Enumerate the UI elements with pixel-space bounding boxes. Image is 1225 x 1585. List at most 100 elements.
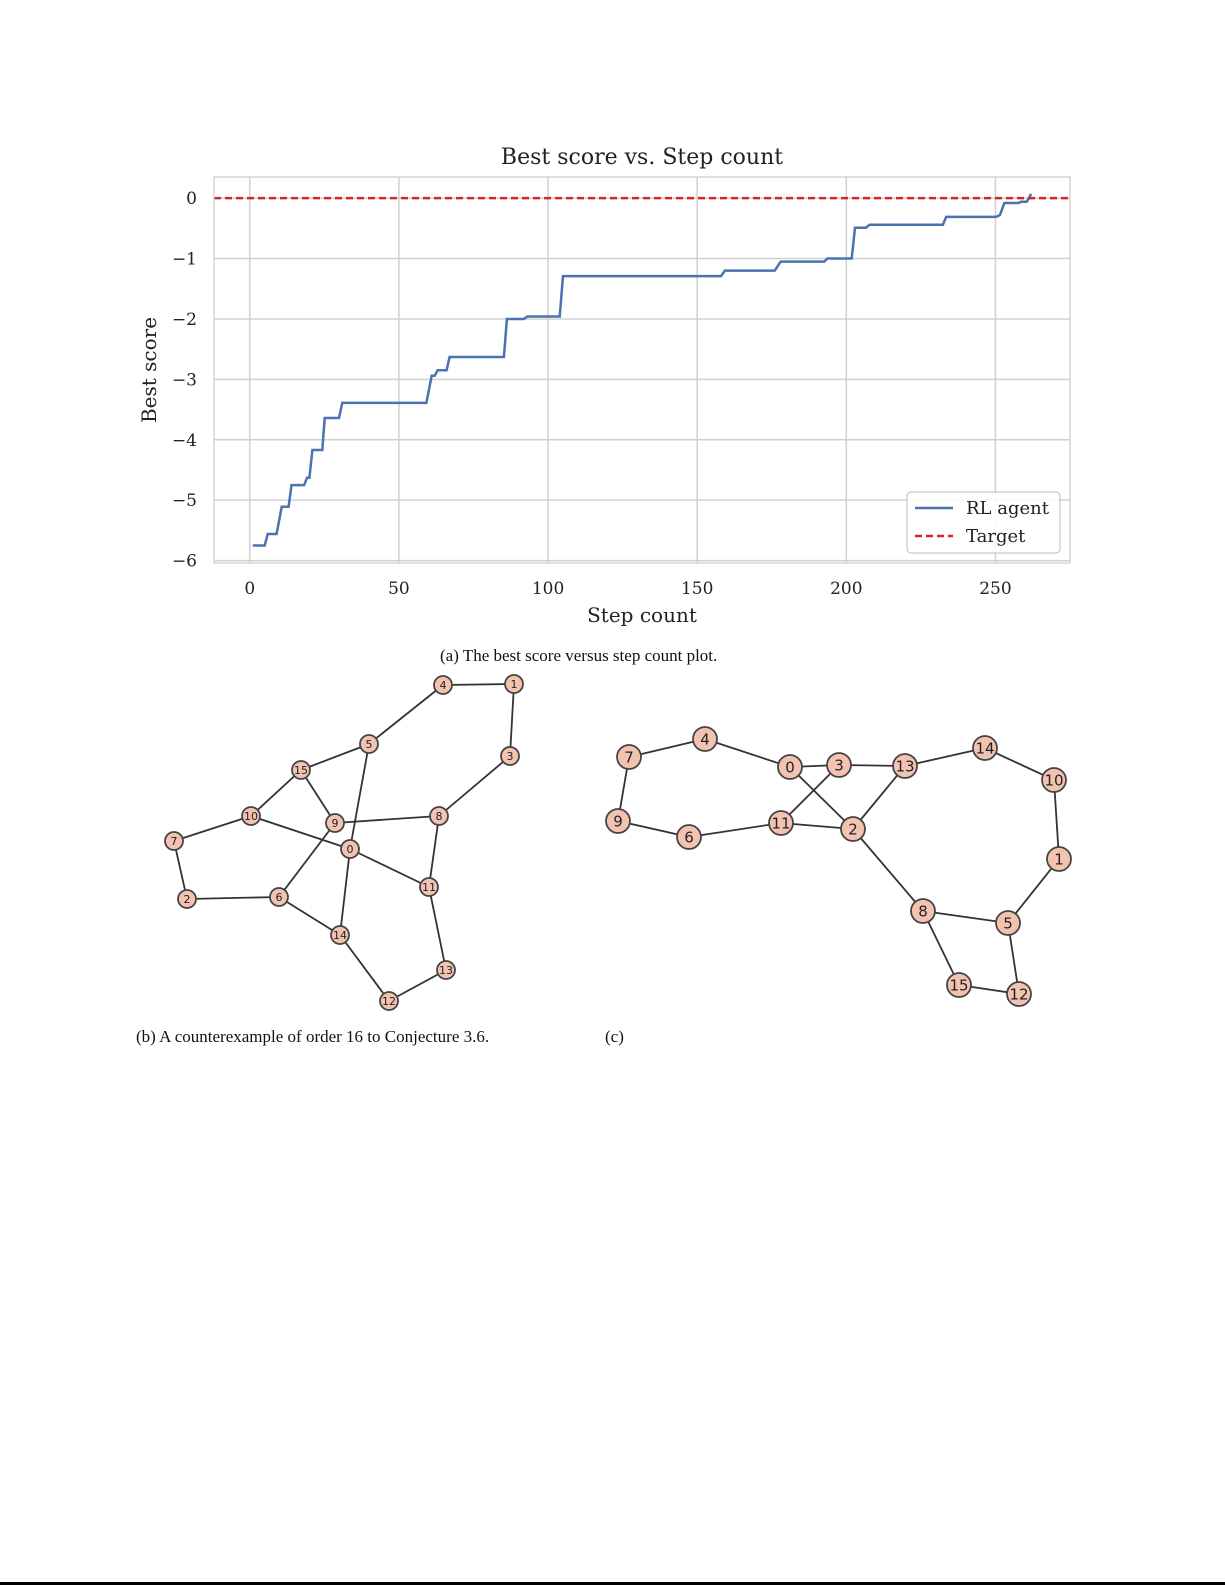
graph-node <box>359 734 379 754</box>
legend-label-rl-agent: RL agent <box>966 498 1050 519</box>
graph-node <box>269 887 289 907</box>
graph-node <box>1046 846 1072 872</box>
graph-edge <box>904 747 986 767</box>
graph-edge <box>339 934 390 1002</box>
y-axis-label: Best score <box>137 317 161 423</box>
y-tick-label: 0 <box>186 189 197 209</box>
graph-edge <box>300 769 336 824</box>
graph-node <box>972 735 998 761</box>
graph-node <box>291 760 311 780</box>
graph-node-label: 2 <box>848 820 858 838</box>
graph-node <box>340 839 360 859</box>
graph-node <box>419 877 439 897</box>
graph-edge <box>278 896 341 936</box>
graph-edge <box>852 765 906 830</box>
graph-node-label: 1 <box>1054 850 1064 868</box>
graph-node <box>1006 981 1032 1007</box>
page-bottom-rule <box>0 1582 1225 1585</box>
graph-node-label: 12 <box>1009 985 1028 1003</box>
graph-edge <box>780 764 840 824</box>
chart: Best score vs. Step count Step count Bes… <box>137 145 1071 627</box>
graph-node-label: 4 <box>440 679 447 692</box>
y-tick-label: −4 <box>172 431 197 451</box>
graph-node-label: 10 <box>1044 771 1063 789</box>
caption-b: (b) A counterexample of order 16 to Conj… <box>136 1027 490 1046</box>
graph-node-label: 13 <box>895 757 914 775</box>
graph-edge <box>368 684 444 745</box>
grid <box>214 177 1070 563</box>
graph-edge <box>922 910 960 986</box>
x-tick-label: 100 <box>532 579 564 599</box>
graph-node-label: 11 <box>771 814 790 832</box>
graph-node-label: 6 <box>276 891 283 904</box>
graph-node <box>500 746 520 766</box>
graph-edge <box>250 815 351 850</box>
graph-node-label: 15 <box>949 976 968 994</box>
graph-node <box>605 808 631 834</box>
graph-node-label: 3 <box>834 756 844 774</box>
graph-node <box>768 810 794 836</box>
x-tick-label: 250 <box>979 579 1011 599</box>
y-tick-label: −1 <box>172 250 197 270</box>
caption-a: (a) The best score versus step count plo… <box>440 646 718 665</box>
x-tick-label: 150 <box>681 579 713 599</box>
graph-node <box>777 754 803 780</box>
graph-node-label: 8 <box>918 902 928 920</box>
graph-edge <box>438 755 511 817</box>
graph-node-label: 7 <box>171 835 178 848</box>
graph-node <box>676 824 702 850</box>
graph-edge <box>334 815 440 824</box>
graph-edge <box>1053 779 1060 860</box>
graph-node <box>892 753 918 779</box>
graph-node-label: 12 <box>382 995 396 1008</box>
x-tick-label: 0 <box>244 579 255 599</box>
graph-node <box>325 813 345 833</box>
graph-edge <box>852 828 924 912</box>
graph-edge <box>388 969 447 1002</box>
graph-edge <box>250 769 302 817</box>
graph-node-label: 14 <box>333 929 347 942</box>
graph-node <box>995 910 1021 936</box>
y-tick-label: −2 <box>172 310 197 330</box>
y-tick-label: −3 <box>172 370 197 390</box>
x-tick-label: 200 <box>830 579 862 599</box>
graph-node-label: 7 <box>624 748 634 766</box>
graph-node-label: 15 <box>294 764 308 777</box>
graph-edge <box>509 683 515 757</box>
graph-node-label: 9 <box>613 812 623 830</box>
graph-node <box>692 726 718 752</box>
graph-node <box>946 972 972 998</box>
graph-edge <box>704 738 791 768</box>
graph-edge <box>922 910 1009 924</box>
graph-node <box>1041 767 1067 793</box>
graph-node <box>504 674 524 694</box>
graph-node <box>433 675 453 695</box>
series-lines <box>214 193 1070 547</box>
graph-edge <box>628 738 706 758</box>
y-tick-label: −5 <box>172 491 197 511</box>
tick-labels: 0 50 100 150 200 250 0 −1 −2 −3 −4 −5 −6 <box>172 189 1012 599</box>
graph-node <box>436 960 456 980</box>
graph-node <box>164 831 184 851</box>
graph-node-label: 0 <box>347 843 354 856</box>
graph-node <box>177 889 197 909</box>
graph-edge <box>349 848 430 888</box>
graph-edge <box>688 822 782 838</box>
graph-node-label: 10 <box>244 810 258 823</box>
series-rl-agent <box>252 193 1033 547</box>
graph-edge <box>186 896 280 900</box>
graph-node-label: 13 <box>439 964 453 977</box>
graph-node <box>241 806 261 826</box>
graph-edge <box>428 815 440 888</box>
graph-node-label: 6 <box>684 828 694 846</box>
graph-node <box>910 898 936 924</box>
graph-edge <box>300 743 370 771</box>
plot-frame <box>213 176 1071 564</box>
graph-node <box>429 806 449 826</box>
legend: RL agent Target <box>906 491 1061 554</box>
graph-node <box>616 744 642 770</box>
graph-node-label: 14 <box>975 739 994 757</box>
graph-edge <box>278 822 336 898</box>
